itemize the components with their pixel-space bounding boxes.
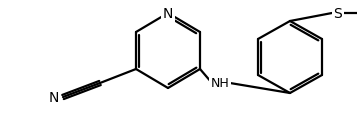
Text: NH: NH <box>211 77 230 90</box>
Text: N: N <box>163 7 173 21</box>
Text: S: S <box>334 7 342 21</box>
Text: N: N <box>49 90 59 104</box>
